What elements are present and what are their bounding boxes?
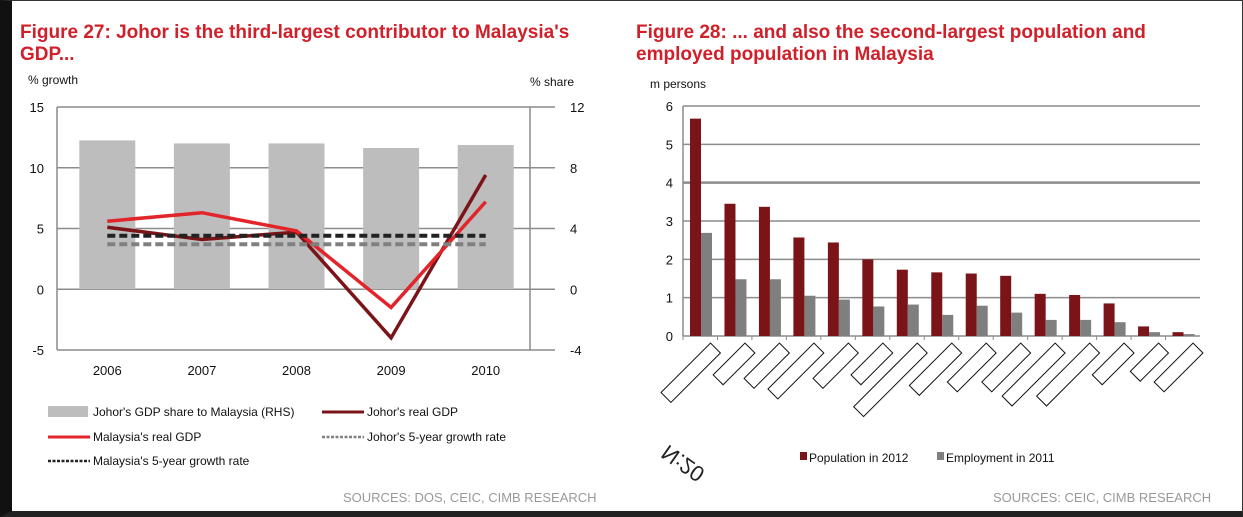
bar-population: [758, 206, 770, 336]
figure27-title: Figure 27: Johor is the third-largest co…: [20, 22, 570, 65]
bar-population: [862, 259, 874, 336]
y2-tick-label: 4: [570, 222, 577, 237]
bar-population: [690, 118, 701, 337]
y-tick-label: 5: [37, 222, 44, 237]
y-tick-label: 3: [666, 214, 673, 229]
y2-axis-label: % share: [530, 75, 574, 89]
x-tick-label-redacted: [1035, 342, 1101, 407]
bar-population: [793, 237, 805, 336]
bar-employment: [1183, 334, 1195, 336]
y-axis-label: % growth: [28, 73, 78, 87]
x-tick-label-redacted: [743, 342, 791, 390]
bar-employment: [735, 279, 747, 336]
bar-employment: [873, 306, 885, 336]
bar-employment: [976, 305, 988, 336]
y-tick-label: -5: [32, 343, 44, 358]
figure28-title: Figure 28: ... and also the second-large…: [636, 22, 1146, 65]
figure27-source: SOURCES: DOS, CEIC, CIMB RESEARCH: [343, 490, 597, 505]
bar-population: [1138, 326, 1150, 336]
bar-population: [827, 242, 839, 336]
x-tick-label-redacted: [1153, 342, 1204, 393]
bar-gdp-share: [363, 148, 420, 290]
x-tick-label: 2007: [187, 363, 216, 378]
bar-population: [1103, 303, 1115, 336]
legend-label: Malaysia's real GDP: [93, 430, 201, 444]
bar-gdp-share: [268, 143, 325, 290]
y-tick-label: 0: [37, 282, 44, 297]
bar-employment: [701, 232, 712, 336]
bar-population: [724, 203, 736, 336]
bar-population: [1069, 294, 1081, 336]
x-tick-label-redacted: [1001, 342, 1066, 407]
x-tick-label: 2009: [377, 363, 406, 378]
bar-employment: [907, 304, 919, 336]
figure28-source: SOURCES: CEIC, CIMB RESEARCH: [993, 490, 1212, 505]
bar-employment: [838, 299, 850, 336]
bar-population: [931, 272, 943, 336]
bar-population: [1034, 293, 1046, 336]
y2-tick-label: 12: [570, 100, 584, 115]
bar-population: [896, 269, 908, 336]
y2-tick-label: 8: [570, 161, 577, 176]
legend-label: Johor's real GDP: [367, 405, 458, 419]
legend-label: Malaysia's 5-year growth rate: [93, 454, 250, 468]
x-tick-label-redacted: [908, 342, 963, 397]
legend-swatch: [48, 406, 88, 417]
x-tick-label-redacted: [660, 342, 722, 404]
y-tick-label: 15: [30, 100, 44, 115]
legend-label: Population in 2012: [809, 451, 909, 465]
y-tick-label: 6: [666, 99, 673, 114]
x-tick-label-redacted: [852, 342, 928, 418]
bar-employment: [1045, 319, 1057, 336]
x-tick-label-redacted: [946, 342, 997, 393]
x-tick-label-redacted: [767, 342, 825, 400]
series-line: [107, 200, 488, 310]
bar-employment: [942, 314, 954, 336]
y-tick-label: 1: [666, 291, 673, 306]
x-tick-label: 2008: [282, 363, 311, 378]
y-tick-label: 5: [666, 137, 673, 152]
y-tick-label: 0: [666, 329, 673, 344]
bar-employment: [1114, 322, 1126, 336]
y-tick-label: 2: [666, 252, 673, 267]
x-tick-label-redacted: [812, 342, 859, 390]
y2-tick-label: -4: [570, 343, 582, 358]
y-tick-label: 10: [30, 161, 44, 176]
x-tick-label-redacted: [712, 342, 756, 386]
legend-label: Johor's 5-year growth rate: [367, 430, 506, 444]
bar-gdp-share: [79, 140, 136, 290]
bar-employment: [1011, 312, 1023, 336]
x-tick-label: 2010: [471, 363, 500, 378]
figure27-chart: % growth % share 15 12 10 8 5 4 0 0 -5 -4 2006 2007 20…: [28, 73, 584, 468]
legend-swatch: [800, 452, 807, 460]
legend-label: Johor's GDP share to Malaysia (RHS): [93, 405, 294, 419]
x-tick-label-redacted: [1129, 342, 1170, 382]
bar-employment: [804, 295, 816, 336]
bar-gdp-share: [457, 144, 514, 290]
legend-swatch: [937, 452, 944, 460]
y-tick-label: 4: [666, 176, 673, 191]
x-tick-label: 2006: [93, 363, 122, 378]
bar-employment: [1149, 332, 1161, 336]
bar-population: [965, 273, 977, 336]
bar-employment: [769, 279, 781, 336]
y2-tick-label: 0: [570, 282, 577, 297]
x-tick-label-redacted: [981, 342, 1032, 393]
legend-label: Employment in 2011: [946, 451, 1055, 465]
bar-employment: [1080, 319, 1092, 336]
y-axis-label: m persons: [650, 77, 706, 91]
x-tick-label-redacted: [1091, 342, 1135, 386]
bar-population: [1000, 275, 1012, 336]
x-tick-label-redacted: [850, 342, 894, 386]
bar-population: [1172, 332, 1184, 336]
